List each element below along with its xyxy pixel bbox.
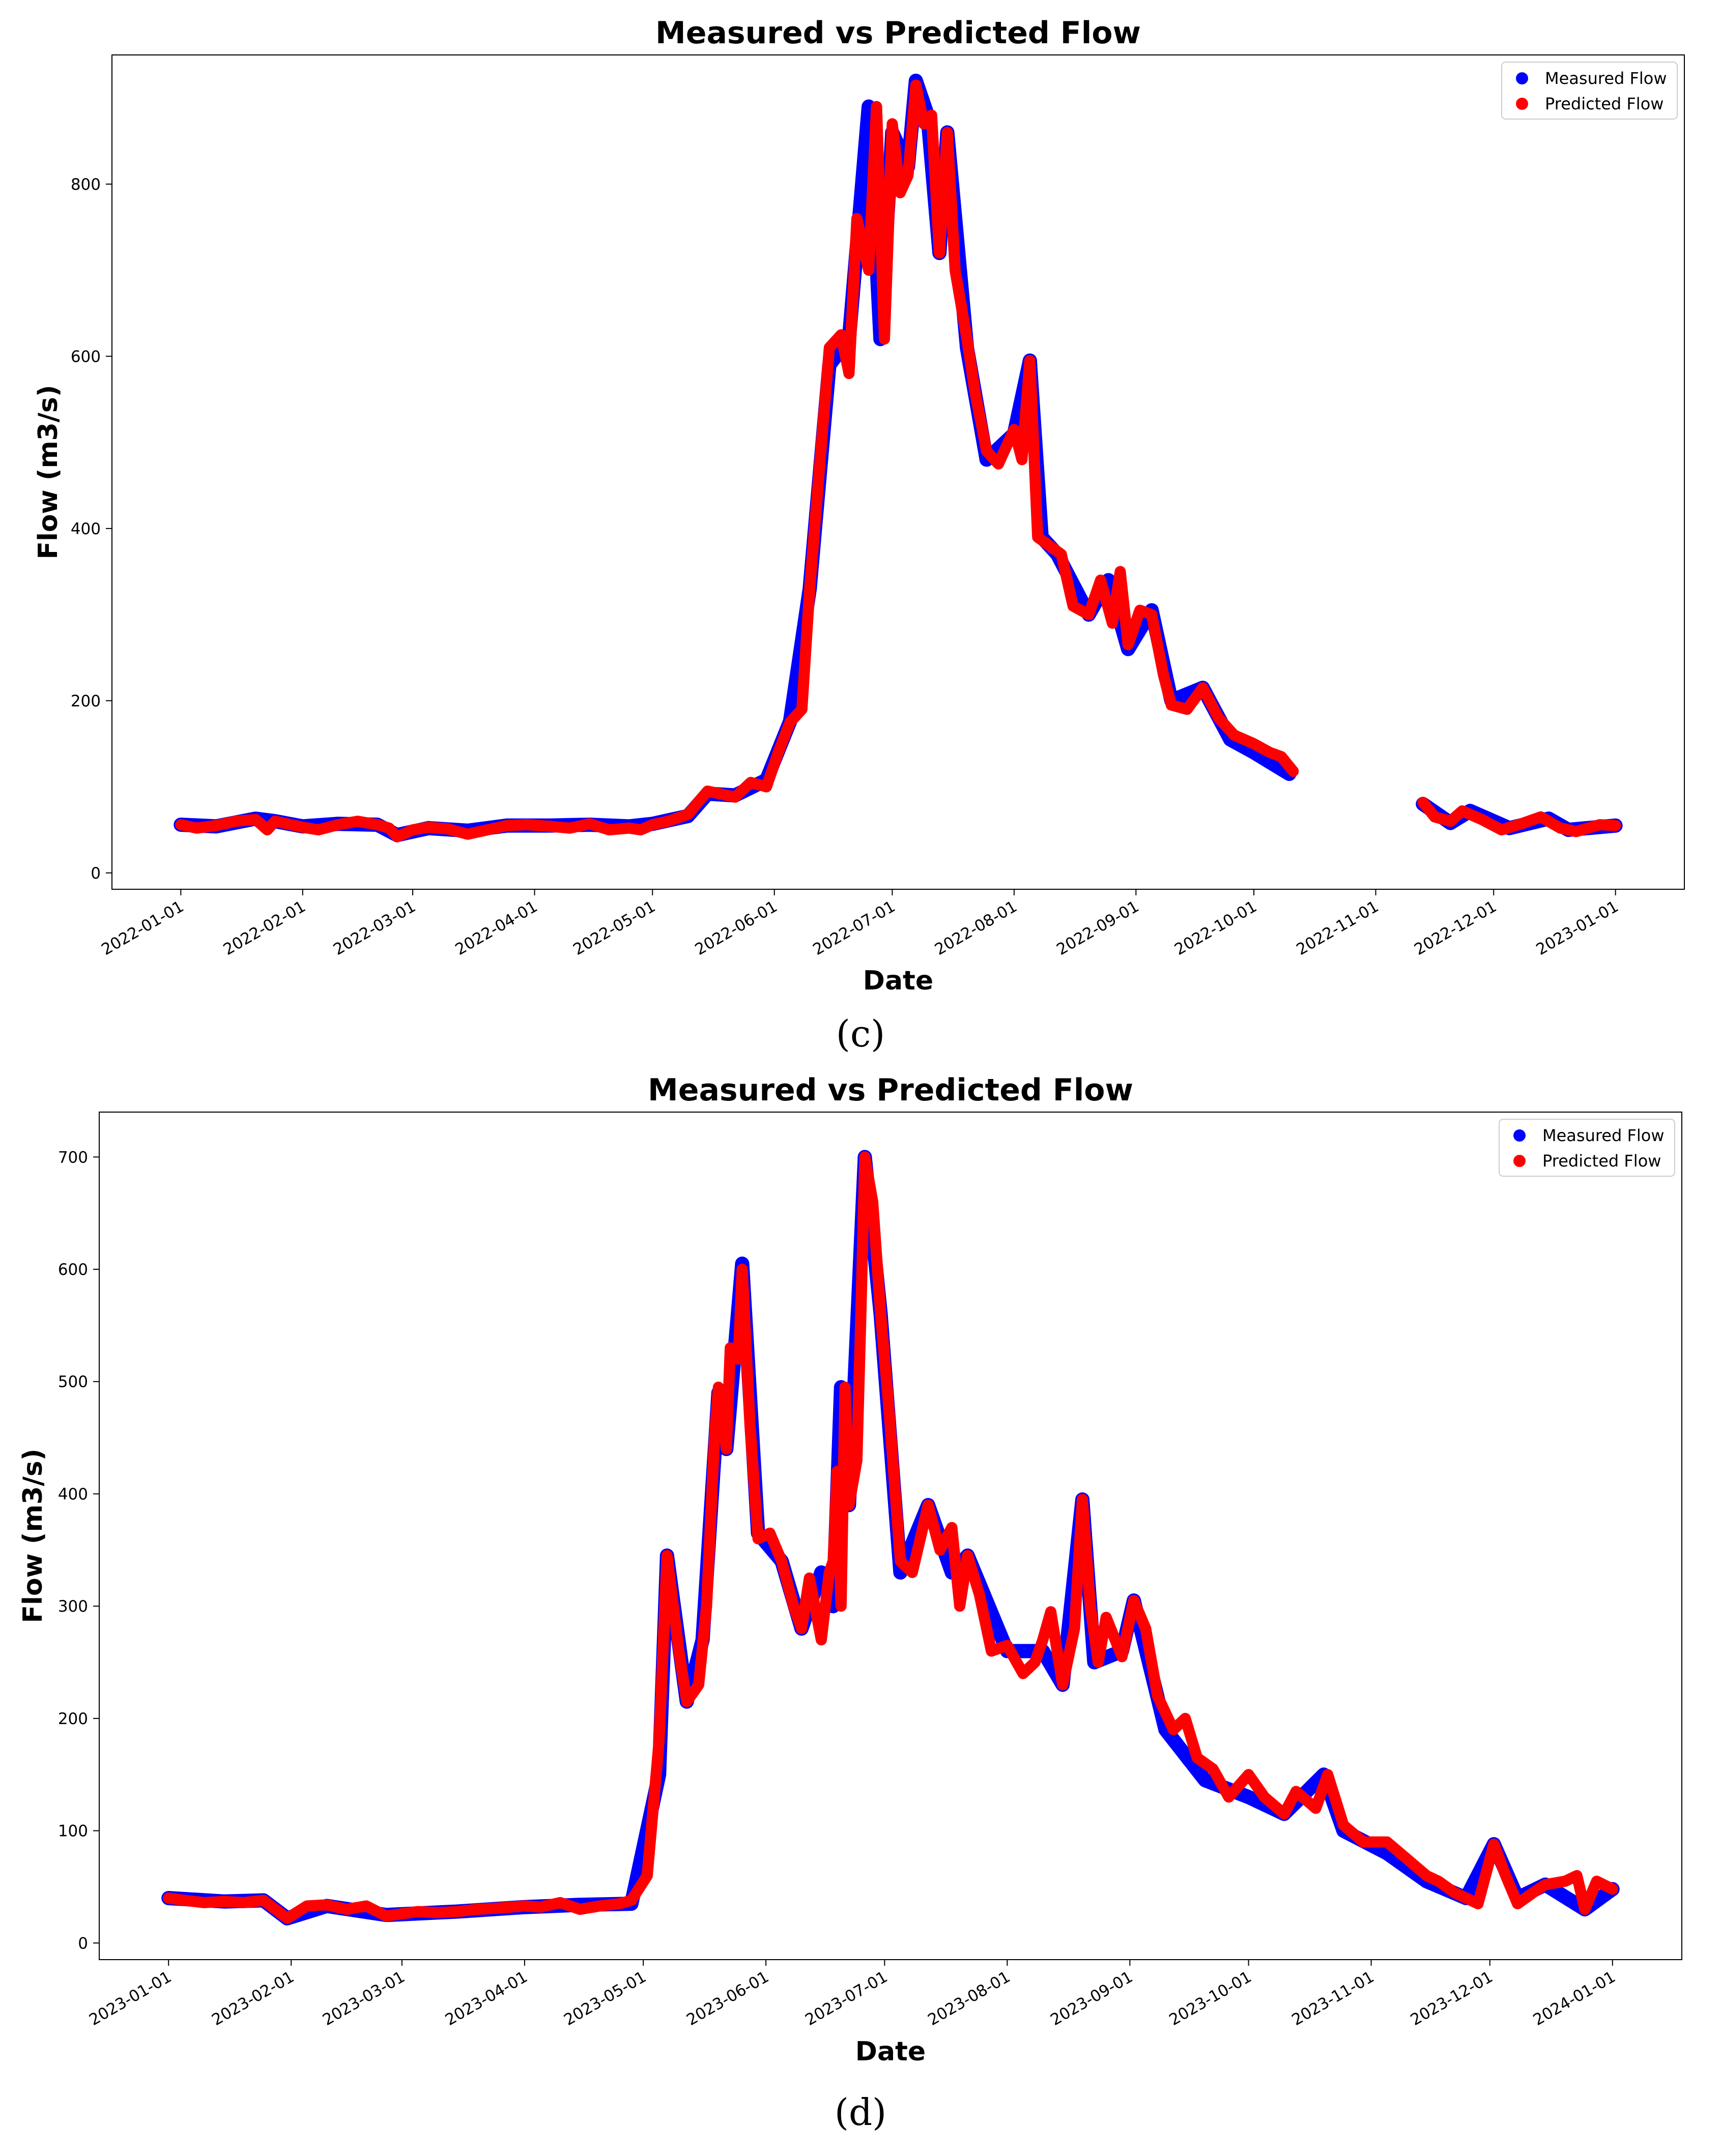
chart-d-x-tick-label: 2023-07-01 (802, 1968, 891, 2029)
chart-c-x-tick-label: 2022-05-01 (570, 897, 658, 959)
chart-d-x-tick-label: 2024-01-01 (1530, 1968, 1619, 2029)
chart-c-legend-box (1501, 62, 1678, 120)
chart-d-x-tick-label: 2023-10-01 (1166, 1968, 1255, 2029)
chart-d-x-tick-label: 2023-05-01 (561, 1968, 649, 2029)
chart-c-y-axis-label: Flow (m3/s) (33, 385, 64, 559)
chart-d-y-tick-label: 600 (58, 1261, 88, 1279)
chart-c-x-tick-label: 2022-11-01 (1293, 897, 1382, 959)
chart-c-x-axis-label: Date (863, 966, 933, 996)
chart-d-y-tick-label: 500 (58, 1373, 88, 1391)
chart-c-x-tick-label: 2022-04-01 (452, 897, 540, 959)
chart-d-x-tick-label: 2023-09-01 (1047, 1968, 1136, 2029)
chart-c-x-tick-label: 2022-10-01 (1171, 897, 1260, 959)
chart-c-y-tick-label: 400 (71, 520, 101, 538)
chart-c-title: Measured vs Predicted Flow (655, 15, 1141, 51)
chart-c-legend: Measured Flow Predicted Flow (1501, 62, 1678, 120)
chart-c-series-predicted (175, 79, 1621, 842)
chart-c-legend-marker (1516, 72, 1528, 84)
chart-d-x-tick-label: 2023-06-01 (683, 1968, 772, 2029)
chart-d-y-tick-label: 0 (78, 1934, 88, 1953)
chart-c-x-tick-label: 2022-02-01 (220, 897, 309, 959)
chart-d-legend-label: Measured Flow (1542, 1126, 1665, 1145)
chart-d-series-measured (161, 1150, 1620, 1926)
chart-c-y-tick-label: 800 (71, 176, 101, 194)
chart-c-x-tick-label: 2022-03-01 (330, 897, 419, 959)
chart-d-x-tick-label: 2023-12-01 (1408, 1968, 1496, 2029)
chart-panel-c: Measured vs Predicted Flow 0 200 400 600 800 2… (0, 0, 1721, 1073)
chart-c-svg: Measured vs Predicted Flow 0 200 400 600 800 2… (33, 15, 1685, 996)
chart-c-y-tick-label: 200 (71, 692, 101, 710)
chart-c-x-tick-label: 2022-07-01 (810, 897, 898, 959)
chart-d-y-tick-label: 300 (58, 1597, 88, 1616)
chart-d-legend-marker (1513, 1129, 1526, 1142)
chart-c-legend-label: Measured Flow (1545, 69, 1667, 88)
chart-c-x-tick-label: 2022-08-01 (932, 897, 1020, 959)
chart-c-legend-label: Predicted Flow (1545, 94, 1663, 113)
chart-d-x-tick-label: 2023-11-01 (1289, 1968, 1378, 2029)
chart-d-y-tick-label: 700 (58, 1148, 88, 1167)
chart-c-x-tick-label: 2023-01-01 (1533, 897, 1622, 959)
chart-d-x-tick-label: 2023-03-01 (320, 1968, 408, 2029)
chart-d-title: Measured vs Predicted Flow (648, 1072, 1133, 1108)
chart-d-plot-frame (99, 1112, 1682, 1960)
caption-c: (c) (836, 1012, 885, 1055)
chart-d-legend: Measured Flow Predicted Flow (1499, 1119, 1675, 1177)
chart-d-series-predicted (163, 1151, 1618, 1924)
chart-d-x-tick-label: 2023-02-01 (209, 1968, 297, 2029)
chart-d-y-tick-label: 400 (58, 1485, 88, 1503)
chart-panel-d: Measured vs Predicted Flow 0 100 200 300 400 5… (0, 1068, 1721, 2156)
chart-d-legend-label: Predicted Flow (1542, 1151, 1661, 1171)
chart-d-legend-marker (1513, 1155, 1526, 1167)
caption-d: (d) (834, 2091, 887, 2134)
chart-d-x-tick-label: 2023-04-01 (442, 1968, 531, 2029)
chart-d-x-axis-label: Date (855, 2036, 926, 2067)
chart-c-plot-frame (111, 54, 1685, 890)
chart-c-legend-marker (1516, 98, 1528, 110)
chart-d-x-tick-label: 2023-01-01 (86, 1968, 175, 2029)
chart-c-x-tick-label: 2022-01-01 (98, 897, 187, 959)
chart-c-y-tick-label: 600 (71, 347, 101, 366)
chart-c-x-tick-label: 2022-09-01 (1053, 897, 1142, 959)
chart-c-x-tick-label: 2022-12-01 (1411, 897, 1500, 959)
chart-d-svg: Measured vs Predicted Flow 0 100 200 300 400 5… (18, 1072, 1682, 2067)
chart-d-y-axis-label: Flow (m3/s) (18, 1448, 48, 1623)
chart-d-x-tick-label: 2023-08-01 (925, 1968, 1013, 2029)
chart-d-y-tick-label: 200 (58, 1710, 88, 1728)
chart-c-x-tick-label: 2022-06-01 (692, 897, 781, 959)
chart-d-legend-box (1499, 1119, 1675, 1177)
chart-d-y-tick-label: 100 (58, 1822, 88, 1841)
chart-c-y-tick-label: 0 (91, 864, 101, 883)
